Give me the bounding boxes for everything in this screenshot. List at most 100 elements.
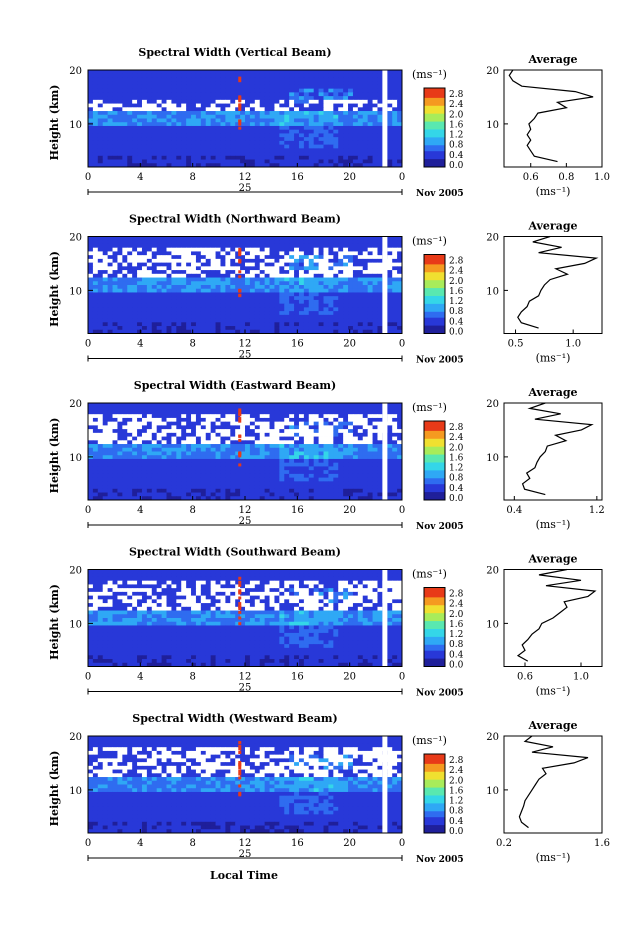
heatmap-cell	[240, 81, 246, 86]
heatmap-cell	[137, 329, 143, 334]
heatmap-cell	[102, 125, 109, 131]
heatmap-cell	[156, 103, 162, 108]
y-axis-label: Height (km)	[48, 251, 61, 327]
heatmap-cell	[200, 92, 207, 97]
heatmap-cell	[392, 107, 398, 112]
heatmap-cell	[362, 285, 369, 290]
heatmap-cell	[186, 273, 192, 278]
heatmap-cell	[298, 96, 305, 101]
heatmap-cell	[151, 406, 158, 411]
heatmap-cell	[387, 125, 393, 131]
heatmap-cell	[220, 152, 226, 157]
heatmap-cell	[220, 281, 226, 286]
heatmap-cell	[176, 251, 182, 256]
heatmap-cell	[195, 266, 202, 271]
panel-title: Spectral Width (Northward Beam)	[129, 213, 341, 226]
heatmap-cell	[186, 152, 192, 157]
heatmap-cell	[303, 451, 310, 456]
heatmap-cell	[303, 125, 310, 131]
heatmap-cell	[112, 88, 118, 93]
heatmap-cell	[225, 466, 231, 471]
heatmap-cell	[338, 114, 344, 119]
heatmap-cell	[313, 277, 319, 282]
heatmap-cell	[181, 285, 187, 290]
heatmap-cell	[88, 414, 94, 419]
heatmap-cell	[362, 299, 369, 305]
heatmap-cell	[127, 477, 133, 482]
heatmap-cell	[343, 266, 349, 271]
heatmap-cell	[205, 285, 212, 290]
heatmap-cell	[259, 455, 266, 460]
heatmap-cell	[186, 163, 192, 168]
heatmap-cell	[279, 122, 285, 127]
heatmap-cell	[367, 81, 373, 86]
heatmap-cell	[323, 477, 329, 482]
heatmap-cell	[392, 455, 398, 460]
heatmap-cell	[200, 296, 207, 301]
colorbar-segment	[424, 274, 445, 277]
heatmap-cell	[200, 451, 207, 456]
heatmap-cell	[357, 70, 364, 75]
heatmap-cell	[377, 273, 383, 278]
heatmap-cell	[195, 114, 202, 119]
heatmap-cell	[362, 447, 369, 452]
heatmap-cell	[397, 163, 403, 168]
heatmap-cell	[122, 255, 128, 260]
heatmap-cell	[377, 155, 383, 160]
heatmap-cell	[318, 314, 324, 319]
heatmap-cell	[127, 255, 133, 260]
heatmap-cell	[102, 270, 109, 275]
heatmap-cell	[298, 103, 305, 108]
colorbar-segment	[424, 147, 445, 150]
heatmap-cell	[352, 236, 359, 241]
heatmap-cell	[245, 236, 251, 241]
heatmap-cell	[392, 292, 398, 297]
heatmap-cell	[294, 466, 300, 471]
colorbar-tick-label: 1.6	[449, 287, 464, 297]
heatmap-cell	[141, 273, 148, 278]
heatmap-cell	[372, 444, 378, 449]
heatmap-cell	[225, 473, 231, 479]
heatmap-cell	[269, 163, 275, 168]
heatmap-cell	[200, 444, 207, 449]
heatmap-cell	[298, 451, 305, 456]
heatmap-cell	[264, 432, 270, 437]
heatmap-cell	[254, 137, 261, 142]
heatmap-cell	[372, 92, 378, 97]
heatmap-cell	[289, 273, 295, 278]
heatmap-cell	[200, 421, 207, 426]
heatmap-cell	[338, 299, 344, 305]
heatmap-cell	[161, 421, 167, 426]
heatmap-cell	[308, 299, 315, 305]
heatmap-cell	[88, 92, 94, 97]
heatmap-cell	[225, 144, 231, 149]
heatmap-cell	[215, 163, 221, 168]
heatmap-cell	[392, 311, 398, 316]
heatmap-cell	[303, 458, 310, 464]
heatmap-cell	[210, 103, 216, 108]
heatmap-cell	[235, 111, 241, 116]
heatmap-cell	[362, 311, 369, 316]
heatmap-cell	[254, 421, 261, 426]
heatmap-cell	[274, 148, 280, 153]
heatmap-cell	[122, 307, 128, 312]
heatmap-cell	[92, 329, 99, 334]
heatmap-cell	[117, 440, 123, 445]
heatmap-cell	[343, 251, 349, 256]
heatmap-cell	[97, 133, 104, 138]
heatmap-cell	[343, 462, 349, 467]
heatmap-cell	[127, 277, 133, 282]
heatmap-cell	[303, 466, 310, 471]
heatmap-cell	[294, 129, 300, 134]
heatmap-cell	[88, 255, 94, 260]
heatmap-cell	[181, 329, 187, 334]
heatmap-cell	[191, 129, 197, 134]
heatmap-cell	[230, 285, 236, 290]
heatmap-cell	[348, 133, 354, 138]
heatmap-cell	[294, 281, 300, 286]
heatmap-cell	[127, 447, 133, 452]
heatmap-cell	[191, 288, 197, 293]
heatmap-cell	[259, 481, 266, 486]
heatmap-cell	[191, 477, 197, 482]
heatmap-cell	[348, 429, 354, 434]
